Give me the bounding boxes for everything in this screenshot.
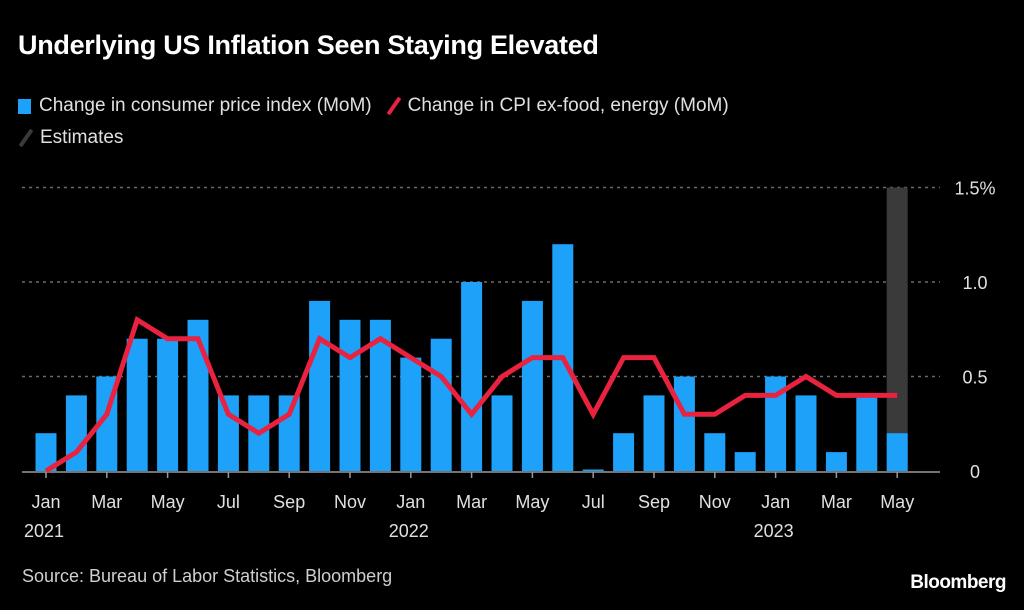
cpi-bar: [673, 376, 695, 471]
x-tick-label: Sep: [638, 492, 670, 512]
cpi-bar: [825, 452, 847, 471]
cpi-bar: [35, 433, 57, 471]
legend-bar-swatch-icon: [18, 98, 31, 114]
legend-item-cpi: Change in consumer price index (MoM): [18, 95, 372, 117]
x-tick-label: Jul: [217, 492, 240, 512]
cpi-bar: [157, 338, 179, 471]
cpi-bar: [734, 452, 756, 471]
cpi-bar: [400, 357, 422, 471]
cpi-bar: [765, 376, 787, 471]
x-tick-label: Mar: [91, 492, 122, 512]
cpi-bar: [704, 433, 726, 471]
chart-title: Underlying US Inflation Seen Staying Ele…: [18, 30, 599, 60]
bloomberg-logo: Bloomberg: [910, 572, 1006, 593]
x-tick-label: Mar: [821, 492, 852, 512]
x-tick-label: Jan: [31, 492, 60, 512]
cpi-bar: [795, 395, 817, 471]
cpi-bar: [217, 395, 239, 471]
cpi-bar: [613, 433, 635, 471]
legend-label-cpi: Change in consumer price index (MoM): [39, 95, 372, 116]
legend: Change in consumer price index (MoM) Cha…: [18, 90, 743, 154]
cpi-bar: [430, 338, 452, 471]
x-year-label: 2023: [754, 521, 794, 541]
cpi-bar: [643, 395, 665, 471]
x-tick-label: Mar: [456, 492, 487, 512]
cpi-bar: [309, 300, 331, 471]
legend-item-estimates: Estimates: [18, 127, 123, 149]
cpi-bar: [65, 395, 87, 471]
x-tick-label: May: [151, 492, 185, 512]
y-tick-label: 1.5%: [954, 179, 995, 199]
y-tick-label: 0.5: [962, 368, 987, 388]
cpi-bar: [461, 282, 483, 471]
x-tick-label: May: [880, 492, 914, 512]
cpi-bar: [278, 395, 300, 471]
estimate-band: [886, 187, 908, 471]
x-year-label: 2022: [389, 521, 429, 541]
y-tick-label: 0: [970, 462, 980, 482]
cpi-bar: [856, 395, 878, 471]
cpi-bar: [369, 319, 391, 471]
x-tick-label: Nov: [699, 492, 731, 512]
legend-label-estimates: Estimates: [40, 127, 124, 148]
x-tick-label: Jan: [396, 492, 425, 512]
legend-item-core: Change in CPI ex-food, energy (MoM): [386, 95, 729, 117]
cpi-bar: [491, 395, 513, 471]
cpi-bar: [339, 319, 361, 471]
legend-label-core: Change in CPI ex-food, energy (MoM): [407, 95, 729, 116]
x-tick-label: Jul: [582, 492, 605, 512]
y-tick-label: 1.0: [962, 273, 987, 293]
cpi-bar: [521, 300, 543, 471]
x-year-label: 2021: [24, 521, 64, 541]
cpi-bar: [126, 338, 148, 471]
source-note: Source: Bureau of Labor Statistics, Bloo…: [22, 566, 393, 586]
cpi-bar: [886, 433, 908, 471]
x-tick-label: Jan: [761, 492, 790, 512]
x-tick-label: Nov: [334, 492, 366, 512]
x-tick-label: May: [515, 492, 549, 512]
cpi-bar: [582, 469, 604, 471]
x-tick-label: Sep: [273, 492, 305, 512]
